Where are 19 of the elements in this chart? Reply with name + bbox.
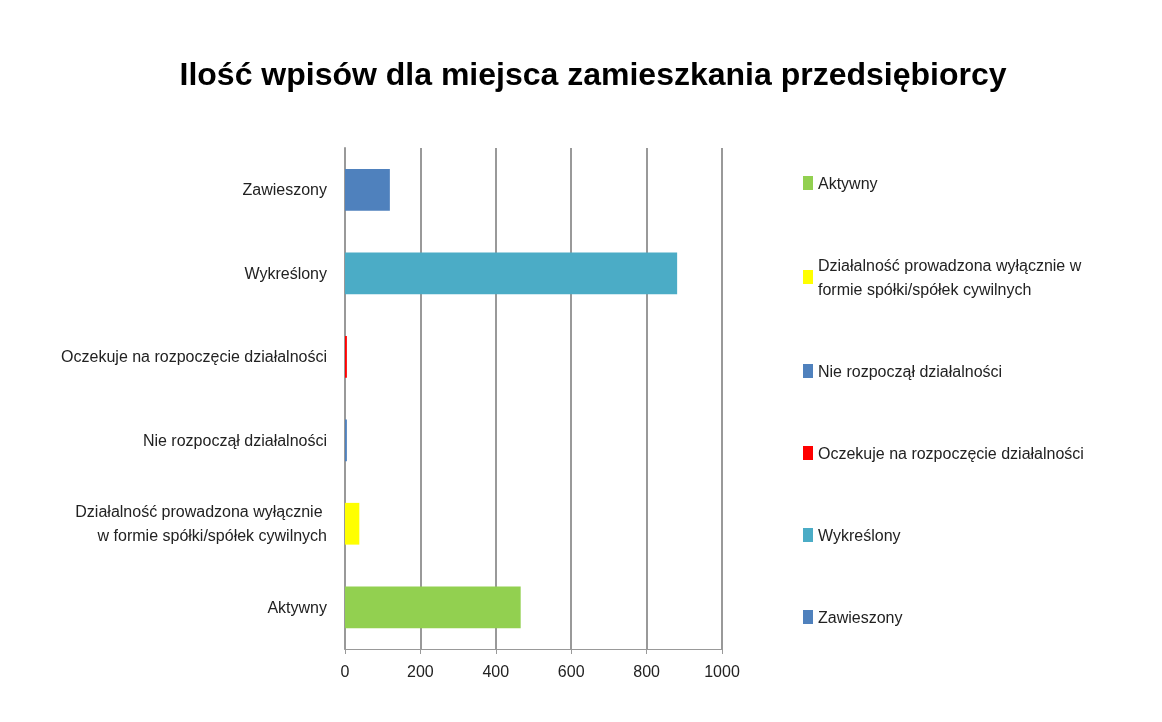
y-tick-label: Działalność prowadzona wyłącznie w formie spółki/spółek cywilnych [75, 503, 327, 545]
x-tick-label: 800 [633, 662, 661, 680]
legend-label: Aktywny [818, 174, 878, 192]
y-tick-label: Zawieszony [242, 181, 327, 199]
x-tick-label: 600 [557, 662, 585, 680]
x-tick-label: 1000 [704, 662, 740, 680]
x-tick-label: 200 [407, 662, 434, 680]
legend-label: Nie rozpoczął działalności [818, 362, 1003, 380]
x-tick-label: 0 [340, 662, 350, 680]
legend-label: Oczekuje na rozpoczęcie działalności [818, 444, 1084, 462]
y-tick-label: Nie rozpoczął działalności [142, 431, 327, 449]
y-tick-label: Wykreślony [244, 264, 327, 282]
y-tick-label: Aktywny [267, 598, 327, 616]
legend-label: Zawieszony [818, 608, 903, 626]
chart-title: Ilość wpisów dla miejsca zamieszkania przedsiębiorcy [179, 56, 1007, 92]
x-tick-label: 400 [482, 662, 510, 680]
legend-label: Działalność prowadzona wyłącznie w formie spółki/spółek cywilnych [818, 256, 1086, 298]
y-tick-label: Oczekuje na rozpoczęcie działalności [61, 348, 327, 366]
legend-label: Wykreślony [818, 526, 901, 544]
